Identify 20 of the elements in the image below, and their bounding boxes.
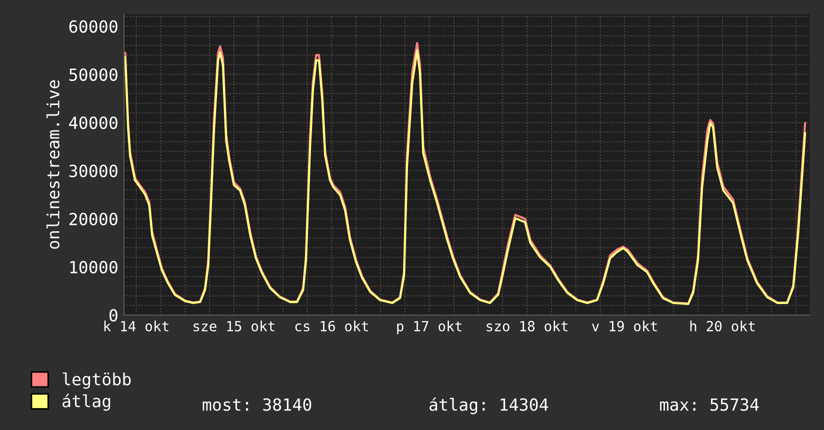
y-axis-title: onlinestream.live [46,80,60,249]
y-tick-label: 30000 [69,164,118,178]
y-tick-label: 10000 [70,260,118,274]
y-tick-label: 40000 [69,116,118,130]
x-tick-label: v 19 okt [592,320,657,332]
y-tick-label: 50000 [69,68,118,81]
y-tick-label: 60000 [69,20,118,33]
y-tick-label: 20000 [70,212,118,226]
x-tick-label: cs 16 okt [295,320,368,332]
legend-label: átlag [62,394,110,411]
x-tick-label: szo 18 okt [486,320,568,332]
x-tick-label: k 14 okt [104,320,168,332]
text: átlag: 14304 [430,397,548,414]
legend-label: legtöbb [62,372,131,389]
text: max: 55734 [660,398,759,411]
y-tick-label: 0 [110,309,118,322]
text: most: 38140 [202,398,312,411]
x-tick-label: p 17 okt [397,320,462,334]
x-tick-label: h 20 okt [690,320,755,332]
x-tick-label: sze 15 okt [194,320,274,332]
